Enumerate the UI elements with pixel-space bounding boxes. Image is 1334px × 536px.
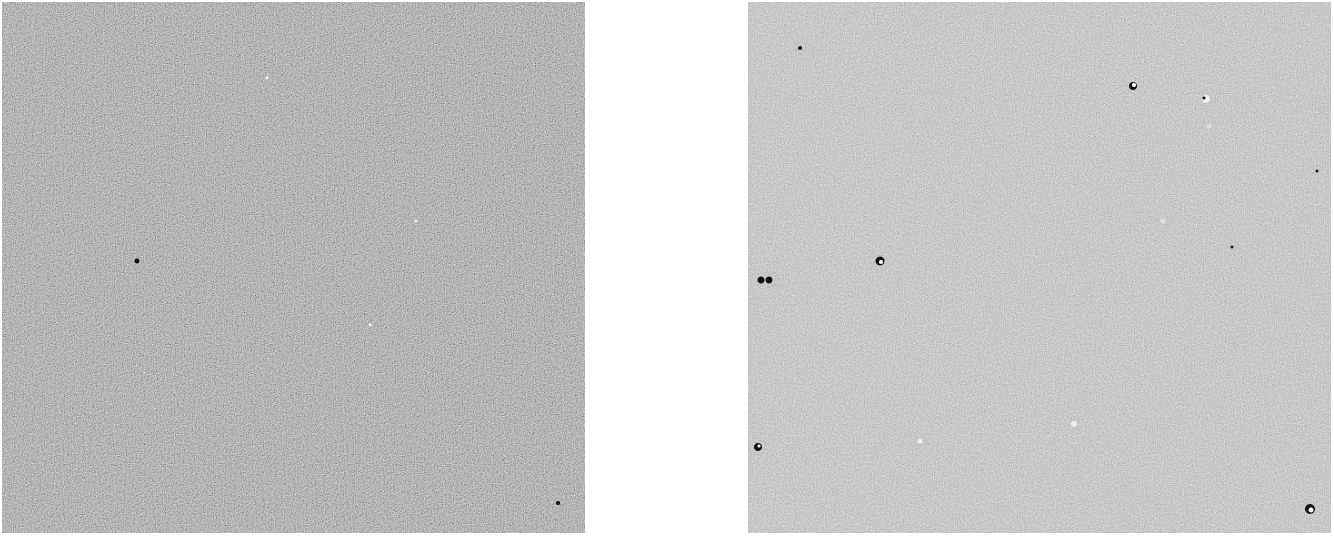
source <box>556 501 560 505</box>
source <box>135 259 140 264</box>
panel-noise <box>748 2 1331 533</box>
source <box>918 439 923 444</box>
left-panel <box>2 2 585 533</box>
panel-noise <box>2 2 585 533</box>
source <box>1160 218 1166 224</box>
source <box>1203 97 1206 100</box>
source <box>1071 421 1077 427</box>
source <box>1132 83 1136 87</box>
source <box>798 46 802 50</box>
source <box>766 277 773 284</box>
source <box>1309 508 1314 513</box>
source <box>758 277 765 284</box>
source <box>369 324 372 327</box>
source <box>1207 124 1212 129</box>
right-panel <box>748 2 1331 533</box>
source <box>415 220 418 223</box>
image-pair <box>0 0 1334 536</box>
source <box>879 260 883 264</box>
source <box>266 77 269 80</box>
page: (() => { const data = JSON.parse(documen… <box>0 0 1334 536</box>
source <box>1231 246 1234 249</box>
source <box>1316 170 1319 173</box>
source <box>758 445 761 448</box>
